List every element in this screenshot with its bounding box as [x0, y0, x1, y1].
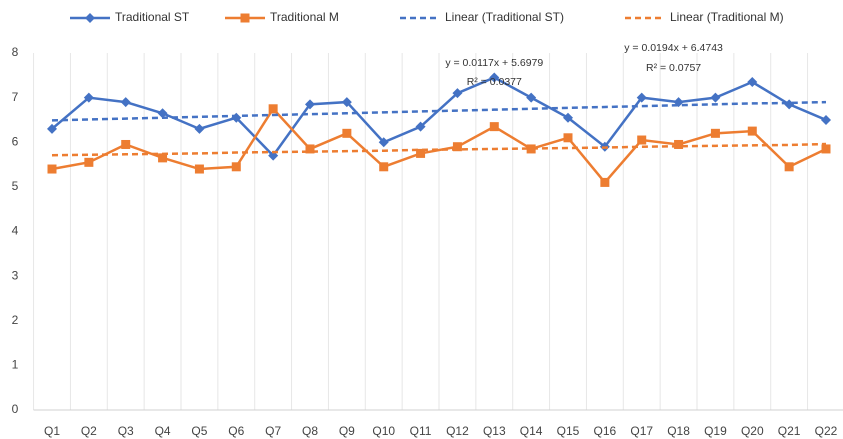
x-tick-label: Q1	[44, 424, 60, 438]
marker	[416, 148, 426, 158]
x-tick-label: Q15	[557, 424, 580, 438]
marker	[674, 139, 684, 149]
marker	[305, 99, 315, 110]
annotation: R² = 0.0377	[467, 76, 522, 88]
x-tick-label: Q3	[118, 424, 134, 438]
x-tick-label: Q17	[630, 424, 653, 438]
marker	[121, 139, 131, 149]
marker	[747, 126, 757, 136]
x-tick-label: Q8	[302, 424, 318, 438]
marker	[784, 162, 794, 172]
marker	[452, 88, 463, 99]
marker	[452, 142, 462, 152]
marker	[341, 97, 352, 108]
legend-label: Linear (Traditional ST)	[445, 10, 564, 24]
annotation: y = 0.0194x + 6.4743	[624, 42, 723, 54]
y-tick-label: 8	[12, 45, 19, 59]
x-tick-label: Q13	[483, 424, 506, 438]
marker	[415, 121, 426, 132]
marker	[120, 97, 131, 108]
marker	[378, 137, 389, 148]
y-tick-label: 0	[12, 402, 19, 416]
marker	[489, 122, 499, 132]
marker	[526, 92, 537, 103]
legend-marker	[85, 13, 95, 23]
marker	[710, 128, 720, 138]
x-tick-label: Q20	[741, 424, 764, 438]
x-tick-label: Q4	[155, 424, 171, 438]
y-tick-label: 6	[12, 134, 19, 148]
annotation: R² = 0.0757	[646, 62, 701, 74]
trend-line	[51, 142, 827, 157]
marker	[268, 104, 278, 114]
marker	[305, 144, 315, 154]
x-tick-label: Q2	[81, 424, 97, 438]
marker	[84, 157, 94, 167]
x-tick-label: Q18	[667, 424, 690, 438]
marker	[379, 162, 389, 172]
marker	[47, 123, 57, 134]
x-tick-label: Q21	[778, 424, 801, 438]
marker	[563, 112, 573, 123]
y-tick-label: 2	[12, 313, 19, 327]
x-tick-label: Q22	[815, 424, 838, 438]
marker	[194, 164, 204, 174]
legend-marker	[240, 13, 250, 23]
legend-label: Traditional M	[270, 10, 339, 24]
x-tick-label: Q9	[339, 424, 355, 438]
series-line	[51, 76, 827, 158]
x-tick-label: Q7	[265, 424, 281, 438]
marker	[83, 92, 94, 103]
x-tick-label: Q6	[228, 424, 244, 438]
marker	[157, 108, 168, 119]
legend: Traditional ST Traditional M Linear (Tradi…	[70, 10, 784, 24]
x-tick-label: Q5	[191, 424, 207, 438]
marker	[821, 114, 831, 125]
marker	[489, 72, 500, 83]
marker	[636, 92, 647, 103]
marker	[747, 77, 758, 88]
legend-label: Linear (Traditional M)	[670, 10, 784, 24]
y-tick-label: 4	[12, 224, 19, 238]
x-tick-label: Q11	[410, 424, 432, 438]
x-tick-label: Q16	[594, 424, 617, 438]
marker	[526, 144, 536, 154]
y-tick-label: 7	[12, 90, 19, 104]
marker	[821, 144, 831, 154]
marker	[563, 133, 573, 143]
marker	[637, 135, 647, 145]
marker	[231, 162, 241, 172]
marker	[194, 123, 205, 134]
x-tick-label: Q10	[372, 424, 395, 438]
marker	[158, 153, 168, 163]
y-tick-label: 3	[12, 268, 19, 282]
marker	[342, 128, 352, 138]
y-tick-label: 1	[12, 358, 19, 372]
marker	[600, 177, 610, 187]
series-line	[51, 106, 827, 185]
marker	[47, 164, 57, 174]
x-tick-label: Q19	[704, 424, 727, 438]
trend-line	[51, 100, 827, 122]
marker	[710, 92, 721, 103]
annotation: y = 0.0117x + 5.6979	[445, 57, 543, 69]
legend-label: Traditional ST	[115, 10, 190, 24]
x-tick-label: Q14	[520, 424, 543, 438]
x-tick-label: Q12	[446, 424, 469, 438]
y-tick-label: 5	[12, 179, 19, 193]
